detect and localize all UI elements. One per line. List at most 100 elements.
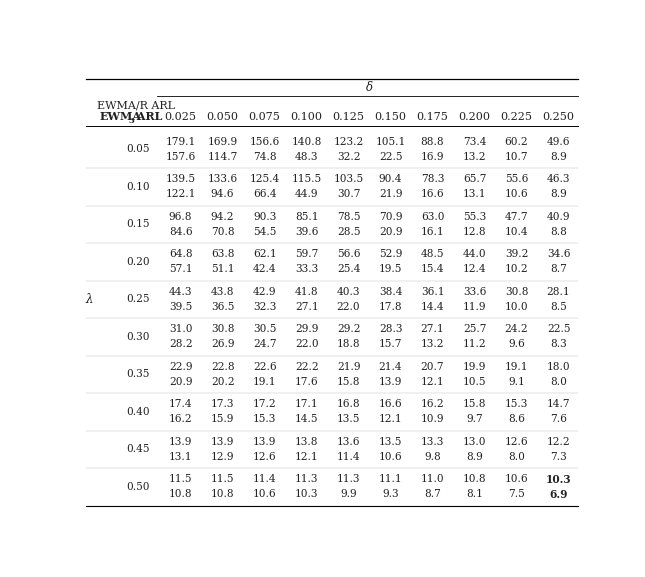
Text: 22.2: 22.2 bbox=[295, 362, 319, 372]
Text: 10.0: 10.0 bbox=[504, 302, 528, 312]
Text: 13.0: 13.0 bbox=[462, 437, 486, 447]
Text: 42.4: 42.4 bbox=[253, 264, 277, 274]
Text: 11.5: 11.5 bbox=[211, 474, 234, 484]
Text: 30.5: 30.5 bbox=[253, 324, 276, 334]
Text: 7.3: 7.3 bbox=[550, 452, 567, 462]
Text: 0.20: 0.20 bbox=[126, 257, 150, 267]
Text: 20.2: 20.2 bbox=[211, 377, 234, 387]
Text: 16.8: 16.8 bbox=[337, 399, 361, 409]
Text: 0.050: 0.050 bbox=[206, 112, 239, 122]
Text: 9.9: 9.9 bbox=[341, 489, 357, 499]
Text: 26.9: 26.9 bbox=[211, 339, 234, 349]
Text: 28.2: 28.2 bbox=[169, 339, 192, 349]
Text: 6.9: 6.9 bbox=[550, 489, 568, 500]
Text: 0.250: 0.250 bbox=[542, 112, 575, 122]
Text: 16.9: 16.9 bbox=[421, 152, 444, 162]
Text: 10.5: 10.5 bbox=[462, 377, 486, 387]
Text: 55.3: 55.3 bbox=[463, 212, 486, 222]
Text: 43.8: 43.8 bbox=[211, 287, 234, 297]
Text: 56.6: 56.6 bbox=[337, 249, 361, 259]
Text: 14.5: 14.5 bbox=[295, 414, 319, 424]
Text: 15.3: 15.3 bbox=[505, 399, 528, 409]
Text: 13.5: 13.5 bbox=[379, 437, 402, 447]
Text: 25.7: 25.7 bbox=[462, 324, 486, 334]
Text: 22.8: 22.8 bbox=[211, 362, 234, 372]
Text: 12.2: 12.2 bbox=[547, 437, 570, 447]
Text: 13.2: 13.2 bbox=[421, 339, 444, 349]
Text: 0.05: 0.05 bbox=[126, 144, 150, 154]
Text: 17.6: 17.6 bbox=[295, 377, 319, 387]
Text: 12.6: 12.6 bbox=[253, 452, 277, 462]
Text: 0.200: 0.200 bbox=[459, 112, 491, 122]
Text: 17.4: 17.4 bbox=[169, 399, 192, 409]
Text: 11.4: 11.4 bbox=[253, 474, 277, 484]
Text: 27.1: 27.1 bbox=[295, 302, 319, 312]
Text: 8.0: 8.0 bbox=[550, 377, 567, 387]
Text: 21.4: 21.4 bbox=[379, 362, 402, 372]
Text: 10.6: 10.6 bbox=[253, 489, 277, 499]
Text: 31.0: 31.0 bbox=[169, 324, 192, 334]
Text: 17.3: 17.3 bbox=[211, 399, 234, 409]
Text: 19.1: 19.1 bbox=[505, 362, 528, 372]
Text: 20.9: 20.9 bbox=[379, 227, 402, 237]
Text: 0.25: 0.25 bbox=[126, 294, 150, 304]
Text: 32.2: 32.2 bbox=[337, 152, 361, 162]
Text: 12.1: 12.1 bbox=[379, 414, 402, 424]
Text: 85.1: 85.1 bbox=[295, 212, 319, 222]
Text: 11.0: 11.0 bbox=[421, 474, 444, 484]
Text: 0.30: 0.30 bbox=[126, 332, 150, 342]
Text: 24.7: 24.7 bbox=[253, 339, 277, 349]
Text: 105.1: 105.1 bbox=[375, 137, 406, 147]
Text: 29.2: 29.2 bbox=[337, 324, 361, 334]
Text: 0.225: 0.225 bbox=[501, 112, 533, 122]
Text: 7.6: 7.6 bbox=[550, 414, 567, 424]
Text: 139.5: 139.5 bbox=[166, 174, 195, 184]
Text: 34.6: 34.6 bbox=[547, 249, 570, 259]
Text: ARL: ARL bbox=[133, 111, 163, 122]
Text: 9.6: 9.6 bbox=[508, 339, 525, 349]
Text: 12.8: 12.8 bbox=[462, 227, 486, 237]
Text: 64.8: 64.8 bbox=[169, 249, 192, 259]
Text: 16.6: 16.6 bbox=[379, 399, 402, 409]
Text: 0.50: 0.50 bbox=[126, 482, 150, 492]
Text: 8.1: 8.1 bbox=[466, 489, 483, 499]
Text: 38.4: 38.4 bbox=[379, 287, 402, 297]
Text: 78.3: 78.3 bbox=[421, 174, 444, 184]
Text: 0.45: 0.45 bbox=[126, 444, 150, 454]
Text: 25.4: 25.4 bbox=[337, 264, 361, 274]
Text: 22.9: 22.9 bbox=[169, 362, 192, 372]
Text: 11.3: 11.3 bbox=[295, 474, 319, 484]
Text: 29.9: 29.9 bbox=[295, 324, 318, 334]
Text: 90.4: 90.4 bbox=[379, 174, 402, 184]
Text: EWMA: EWMA bbox=[99, 111, 142, 122]
Text: λ: λ bbox=[86, 293, 94, 306]
Text: 44.9: 44.9 bbox=[295, 189, 319, 199]
Text: 33.3: 33.3 bbox=[295, 264, 318, 274]
Text: 8.9: 8.9 bbox=[550, 189, 567, 199]
Text: 17.2: 17.2 bbox=[253, 399, 277, 409]
Text: 0.15: 0.15 bbox=[126, 219, 150, 229]
Text: 13.8: 13.8 bbox=[295, 437, 319, 447]
Text: 33.6: 33.6 bbox=[463, 287, 486, 297]
Text: 22.5: 22.5 bbox=[379, 152, 402, 162]
Text: 140.8: 140.8 bbox=[292, 137, 322, 147]
Text: 13.3: 13.3 bbox=[421, 437, 444, 447]
Text: 13.9: 13.9 bbox=[253, 437, 276, 447]
Text: 19.9: 19.9 bbox=[463, 362, 486, 372]
Text: 15.9: 15.9 bbox=[211, 414, 234, 424]
Text: 10.8: 10.8 bbox=[462, 474, 486, 484]
Text: 20.9: 20.9 bbox=[169, 377, 192, 387]
Text: 8.9: 8.9 bbox=[550, 152, 567, 162]
Text: 47.7: 47.7 bbox=[504, 212, 528, 222]
Text: 41.8: 41.8 bbox=[295, 287, 319, 297]
Text: 24.2: 24.2 bbox=[504, 324, 528, 334]
Text: 19.5: 19.5 bbox=[379, 264, 402, 274]
Text: 62.1: 62.1 bbox=[253, 249, 277, 259]
Text: 11.2: 11.2 bbox=[462, 339, 486, 349]
Text: 14.7: 14.7 bbox=[547, 399, 570, 409]
Text: 12.9: 12.9 bbox=[211, 452, 234, 462]
Text: 48.3: 48.3 bbox=[295, 152, 319, 162]
Text: 10.8: 10.8 bbox=[211, 489, 234, 499]
Text: 18.0: 18.0 bbox=[547, 362, 570, 372]
Text: 22.6: 22.6 bbox=[253, 362, 277, 372]
